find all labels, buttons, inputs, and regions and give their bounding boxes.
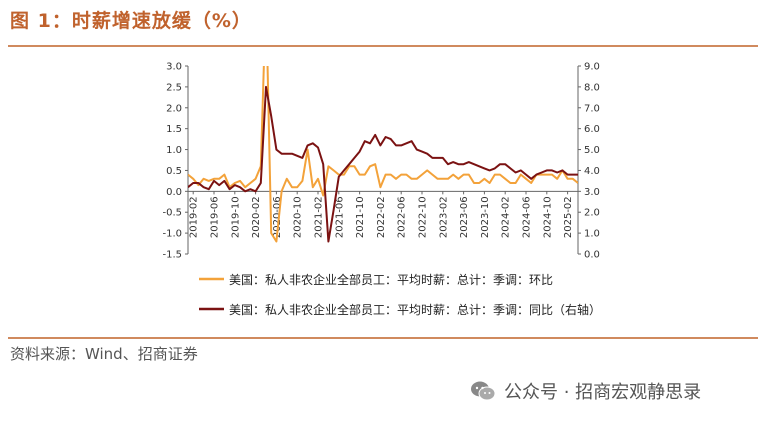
- legend: 美国：私人非农企业全部员工：平均时薪：总计：季调：环比 美国：私人非农企业全部员…: [199, 272, 601, 317]
- right-tick-label: 2.0: [584, 208, 600, 219]
- bottom-divider: [8, 337, 758, 339]
- x-tick-label: 2024-02: [501, 196, 512, 238]
- x-tick-label: 2022-02: [376, 196, 387, 238]
- x-tick-label: 2024-10: [542, 196, 553, 238]
- brand-footer: 公众号 · 招商宏观静思录: [470, 379, 701, 403]
- x-tick-label: 2020-02: [251, 196, 262, 238]
- x-tick-label: 2019-06: [210, 196, 221, 238]
- x-tick-label: 2021-06: [334, 196, 345, 238]
- left-tick-label: -1.0: [162, 229, 182, 240]
- right-tick-label: 7.0: [584, 103, 600, 114]
- figure-title: 图 1：时薪增速放缓（%）: [10, 10, 252, 32]
- x-tick-label: 2022-06: [397, 196, 408, 238]
- series-yoy-line: [188, 85, 578, 243]
- x-tick-label: 2025-02: [563, 196, 574, 238]
- source-note: 资料来源：Wind、招商证券: [10, 345, 198, 363]
- right-tick-label: 4.0: [584, 166, 600, 177]
- right-tick-label: 6.0: [584, 124, 600, 135]
- right-tick-label: 9.0: [584, 62, 600, 73]
- left-tick-label: 0.5: [166, 166, 182, 177]
- left-tick-label: -1.5: [162, 250, 182, 261]
- axes-layer: 3.0 2.5 2.0 1.5 1.0 0.5 0.0 -0.5 -1.0 -1.5 9.0 8.0 7…: [162, 62, 599, 261]
- right-tick-label: 3.0: [584, 187, 600, 198]
- x-tick-label: 2021-02: [314, 196, 325, 238]
- legend-label-mom: 美国：私人非农企业全部员工：平均时薪：总计：季调：环比: [229, 272, 553, 287]
- left-tick-label: 1.0: [166, 145, 182, 156]
- right-tick-label: 5.0: [584, 145, 600, 156]
- x-tick-label: 2019-02: [189, 196, 200, 238]
- x-tick-label: 2019-10: [230, 196, 241, 238]
- right-tick-label: 1.0: [584, 229, 600, 240]
- x-tick-label: 2021-10: [355, 196, 366, 238]
- x-tick-label: 2023-10: [480, 196, 491, 238]
- chart: 3.0 2.5 2.0 1.5 1.0 0.5 0.0 -0.5 -1.0 -1.5 9.0 8.0 7…: [162, 62, 601, 318]
- x-tick-label: 2023-02: [438, 196, 449, 238]
- left-tick-label: 3.0: [166, 62, 182, 73]
- left-tick-label: 2.0: [166, 103, 182, 114]
- right-tick-label: 0.0: [584, 250, 600, 261]
- left-tick-label: 0.0: [166, 187, 182, 198]
- x-tick-label: 2020-06: [272, 196, 283, 238]
- right-tick-label: 8.0: [584, 82, 600, 93]
- series-mom-line: [188, 66, 578, 243]
- x-tick-label: 2024-06: [522, 196, 533, 238]
- brand-text: 公众号 · 招商宏观静思录: [504, 382, 702, 403]
- x-tick-label: 2020-10: [293, 196, 304, 238]
- series-layer: [188, 66, 578, 243]
- left-tick-label: -0.5: [162, 208, 182, 219]
- left-tick-label: 1.5: [166, 124, 182, 135]
- wechat-icon: [471, 381, 496, 401]
- x-tick-label: 2023-06: [459, 196, 470, 238]
- left-tick-label: 2.5: [166, 82, 182, 93]
- top-divider: [8, 45, 758, 47]
- x-tick-label: 2022-10: [418, 196, 429, 238]
- legend-label-yoy: 美国：私人非农企业全部员工：平均时薪：总计：季调：同比（右轴）: [229, 302, 601, 317]
